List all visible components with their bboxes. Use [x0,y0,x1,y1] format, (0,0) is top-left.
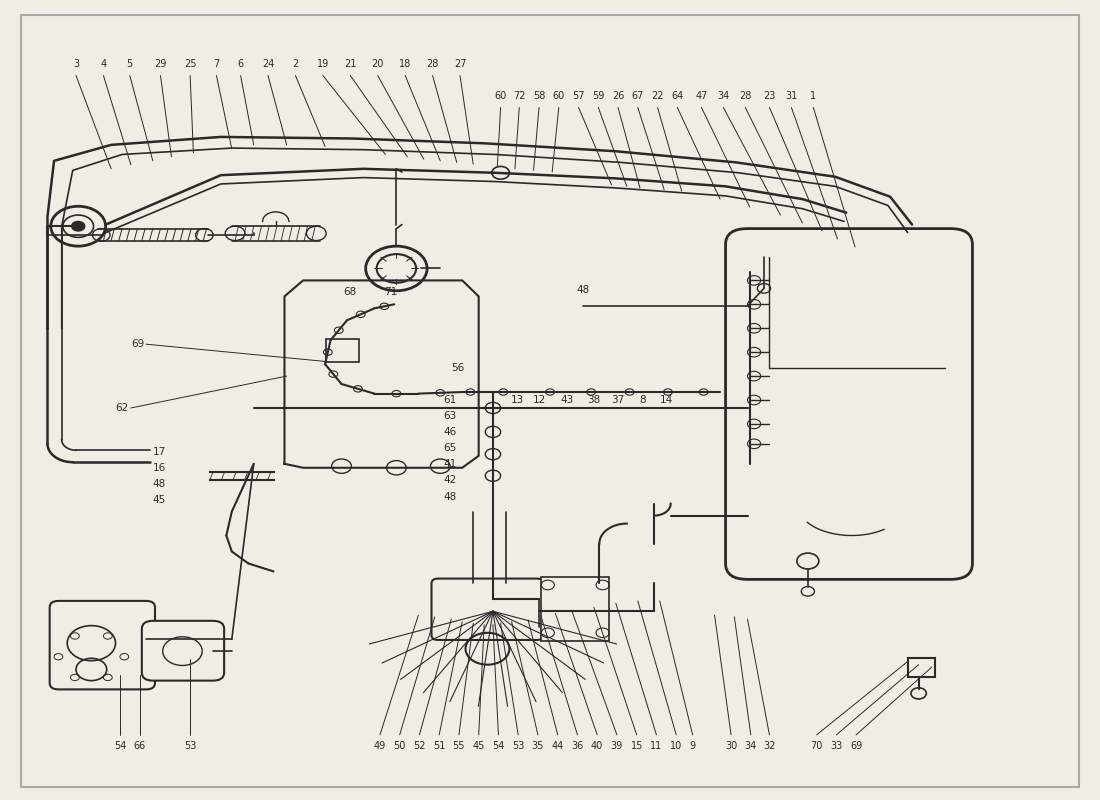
Text: 44: 44 [551,742,564,751]
Text: 65: 65 [443,443,456,453]
FancyBboxPatch shape [142,621,224,681]
Text: 62: 62 [116,403,129,413]
Text: 58: 58 [532,91,546,101]
Text: 60: 60 [495,91,507,101]
Text: 18: 18 [399,59,411,69]
Circle shape [72,222,85,231]
Text: 6: 6 [238,59,243,69]
Text: 11: 11 [650,742,662,751]
Text: 66: 66 [133,742,146,751]
Text: 28: 28 [427,59,439,69]
Text: 72: 72 [513,91,526,101]
Text: 48: 48 [576,285,590,295]
Text: 28: 28 [739,91,751,101]
Text: 15: 15 [630,742,642,751]
Text: 67: 67 [631,91,644,101]
Text: 45: 45 [153,494,166,505]
Text: 21: 21 [344,59,356,69]
Text: 45: 45 [473,742,485,751]
Text: 13: 13 [510,395,524,405]
Text: 9: 9 [690,742,695,751]
Text: 69: 69 [131,339,144,349]
Bar [541,577,609,641]
Text: 12: 12 [532,395,546,405]
Text: 36: 36 [571,742,584,751]
Text: 26: 26 [612,91,624,101]
Text: 7: 7 [213,59,220,69]
Text: 41: 41 [443,458,456,469]
FancyBboxPatch shape [431,578,543,640]
Text: 40: 40 [591,742,603,751]
Text: 43: 43 [561,395,574,405]
Text: 24: 24 [262,59,274,69]
Text: 54: 54 [492,742,505,751]
Text: 4: 4 [100,59,107,69]
Text: 57: 57 [572,91,585,101]
Text: 5: 5 [126,59,133,69]
Text: 70: 70 [811,742,823,751]
Text: 1: 1 [811,91,816,101]
Text: 60: 60 [552,91,565,101]
Text: 14: 14 [660,395,673,405]
FancyBboxPatch shape [50,601,155,690]
Text: 23: 23 [763,91,776,101]
Text: 34: 34 [717,91,729,101]
Text: 37: 37 [612,395,625,405]
Text: 64: 64 [671,91,683,101]
Text: 17: 17 [153,447,166,457]
Bar [327,339,359,362]
Text: 63: 63 [443,411,456,421]
FancyBboxPatch shape [726,229,972,579]
Text: 22: 22 [651,91,663,101]
Text: 53: 53 [512,742,525,751]
Text: 25: 25 [184,59,197,69]
Text: 50: 50 [394,742,406,751]
Text: 48: 48 [443,492,456,502]
Text: 3: 3 [73,59,79,69]
Text: 54: 54 [113,742,127,751]
Text: 61: 61 [443,395,456,405]
Text: 68: 68 [343,287,356,298]
Text: 69: 69 [850,742,862,751]
Text: 46: 46 [443,427,456,437]
Text: 34: 34 [745,742,757,751]
Text: 10: 10 [670,742,682,751]
Bar [908,658,935,678]
Text: 20: 20 [372,59,384,69]
Text: 51: 51 [433,742,446,751]
Text: 31: 31 [785,91,798,101]
Text: 35: 35 [531,742,544,751]
Text: 16: 16 [153,462,166,473]
Text: 29: 29 [154,59,167,69]
Text: 59: 59 [592,91,605,101]
Text: 2: 2 [293,59,298,69]
Text: 27: 27 [454,59,466,69]
Text: 55: 55 [453,742,465,751]
Polygon shape [285,281,478,468]
Text: 19: 19 [317,59,329,69]
Text: 33: 33 [830,742,843,751]
Text: 39: 39 [610,742,623,751]
Text: 52: 52 [414,742,426,751]
Text: 30: 30 [725,742,737,751]
Text: 38: 38 [587,395,601,405]
Text: 32: 32 [763,742,776,751]
Text: 48: 48 [153,478,166,489]
Text: 71: 71 [384,287,397,298]
Text: 53: 53 [184,742,196,751]
Text: 47: 47 [695,91,707,101]
Text: 49: 49 [374,742,386,751]
Text: 42: 42 [443,474,456,485]
Text: 8: 8 [639,395,646,405]
Text: 56: 56 [451,363,464,373]
